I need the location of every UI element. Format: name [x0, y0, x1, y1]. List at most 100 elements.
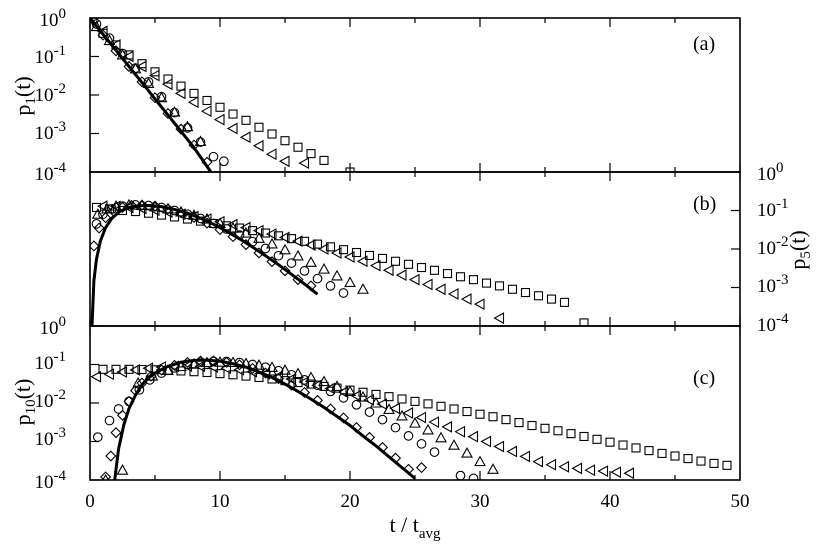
point-triangle-left — [174, 87, 186, 100]
point-square — [267, 129, 277, 139]
point-circle — [377, 414, 388, 425]
point-circle — [104, 415, 115, 426]
point-square — [696, 456, 706, 466]
point-circle — [104, 33, 115, 43]
point-square — [319, 381, 329, 391]
plot-frame — [89, 325, 741, 481]
point-square — [423, 399, 433, 409]
point-circle — [208, 151, 219, 162]
point-circle — [364, 407, 375, 417]
x-tick-label: 20 — [341, 491, 360, 512]
point-triangle-up — [292, 367, 304, 379]
y-tick-label: 10-1 — [757, 196, 789, 221]
point-diamond — [415, 462, 428, 474]
point-square — [98, 28, 108, 38]
x-tick-label: 10 — [211, 491, 230, 512]
point-triangle-left — [330, 247, 342, 259]
point-triangle-left — [278, 231, 290, 244]
y-tick-label: 10-1 — [35, 349, 67, 374]
point-square — [254, 122, 264, 132]
point-triangle-left — [200, 105, 212, 118]
point-square — [124, 364, 134, 374]
point-square — [215, 102, 225, 112]
point-square — [397, 394, 407, 404]
point-triangle-left — [493, 312, 505, 325]
point-square — [605, 437, 615, 447]
point-square — [137, 59, 147, 69]
point-diamond — [363, 431, 376, 443]
y-tick-label: 10-4 — [35, 160, 67, 185]
point-triangle-left — [428, 416, 440, 428]
point-diamond — [305, 280, 317, 292]
y-tick-label: 10-1 — [35, 43, 67, 68]
point-triangle-left — [434, 283, 446, 296]
point-triangle-up — [396, 409, 408, 421]
point-triangle-left — [220, 362, 232, 375]
point-diamond — [201, 156, 213, 168]
point-circle — [325, 281, 336, 291]
point-square — [514, 418, 524, 428]
point-square — [520, 287, 531, 298]
point-triangle-up — [474, 455, 486, 467]
point-square — [442, 269, 453, 279]
point-triangle-up — [103, 34, 116, 46]
point-triangle-left — [135, 202, 147, 215]
point-triangle-left — [298, 157, 310, 170]
point-square — [358, 387, 368, 397]
panel-label-a: (a) — [693, 33, 715, 55]
point-circle — [429, 447, 440, 457]
panel-label-b: (b) — [693, 193, 716, 215]
point-square — [579, 318, 589, 326]
point-triangle-up — [253, 359, 265, 370]
point-diamond — [376, 441, 389, 454]
point-square — [130, 206, 141, 217]
point-triangle-left — [519, 450, 531, 463]
point-square — [325, 242, 336, 252]
x-tick-label: 40 — [601, 491, 620, 512]
point-diamond — [389, 452, 402, 464]
point-triangle-left — [363, 393, 375, 406]
point-triangle-left — [415, 411, 427, 424]
point-triangle-left — [265, 148, 277, 161]
x-axis-label: t / tavg — [389, 512, 441, 542]
point-diamond — [279, 265, 291, 277]
point-triangle-up — [357, 283, 369, 294]
point-triangle-left — [545, 458, 557, 471]
point-square — [546, 294, 557, 304]
point-triangle-left — [493, 440, 505, 453]
point-square — [98, 364, 108, 374]
point-square — [722, 460, 732, 470]
point-diamond — [402, 463, 415, 475]
point-square — [150, 365, 160, 375]
point-square — [241, 371, 251, 381]
point-triangle-up — [175, 205, 187, 217]
point-square — [631, 443, 641, 453]
point-square — [169, 212, 180, 222]
point-triangle-up — [194, 135, 207, 147]
point-diamond — [105, 450, 117, 462]
point-square — [345, 167, 355, 172]
point-square — [312, 239, 323, 249]
point-triangle-up — [146, 369, 159, 381]
point-triangle-up — [227, 356, 239, 368]
point-triangle-left — [148, 204, 160, 217]
point-triangle-left — [558, 460, 570, 473]
point-square — [247, 226, 258, 236]
point-square — [566, 429, 576, 439]
point-square — [709, 458, 719, 468]
point-triangle-left — [421, 278, 433, 291]
point-triangle-left — [454, 425, 466, 438]
point-triangle-up — [292, 249, 304, 261]
point-square — [182, 214, 193, 224]
point-square — [189, 88, 199, 98]
point-triangle-left — [473, 298, 485, 311]
y-tick-label: 10-2 — [35, 387, 67, 412]
point-triangle-up — [331, 269, 343, 281]
point-square — [234, 223, 245, 233]
point-triangle-left — [239, 131, 251, 144]
point-diamond — [136, 76, 148, 88]
point-square — [670, 451, 680, 461]
point-triangle-left — [298, 376, 310, 388]
point-triangle-left — [207, 361, 219, 373]
